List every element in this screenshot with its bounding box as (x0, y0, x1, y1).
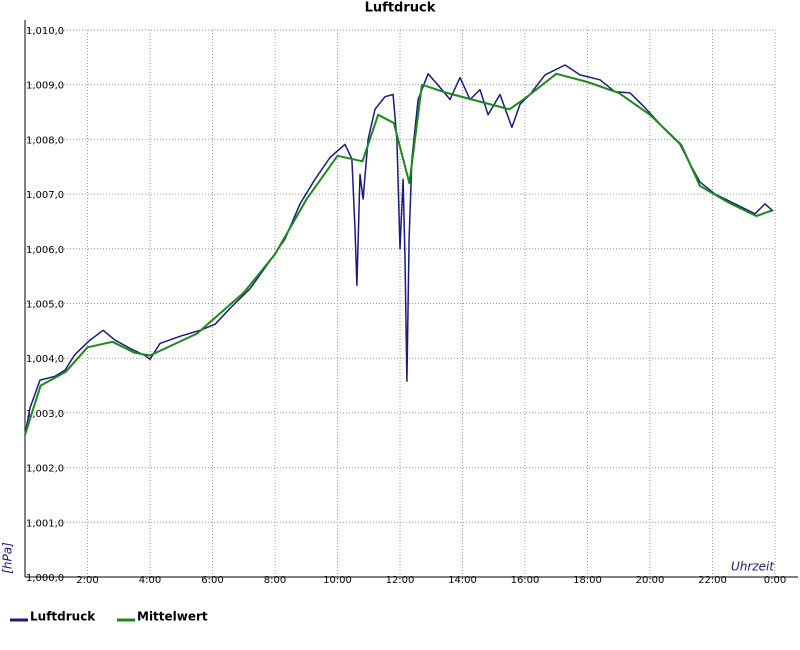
y-axis-label: [hPa] (1, 542, 15, 574)
x-tick-label: 16:00 (511, 575, 540, 586)
legend-label: Mittelwert (137, 610, 208, 624)
x-tick-label: 12:00 (386, 575, 415, 586)
y-tick-label: 1,007,0 (26, 190, 64, 201)
x-tick-label: 0:00 (764, 575, 786, 586)
y-tick-label: 1,003,0 (26, 409, 64, 420)
x-tick-label: 8:00 (264, 575, 286, 586)
data-line (24, 64, 774, 435)
data-line (24, 72, 773, 436)
x-tick-label: 6:00 (201, 575, 223, 586)
y-tick-label: 1,000,0 (26, 573, 64, 584)
x-tick-label: 10:00 (323, 575, 352, 586)
y-tick-label: 1,009,0 (26, 81, 64, 92)
x-tick-label: 22:00 (698, 575, 727, 586)
legend-label: Luftdruck (30, 610, 96, 624)
x-tick-label: 18:00 (573, 575, 602, 586)
y-tick-label: 1,005,0 (26, 300, 64, 311)
y-tick-label: 1,008,0 (26, 135, 64, 146)
y-tick-label: 1,001,0 (26, 518, 64, 529)
x-axis-label: Uhrzeit (731, 560, 775, 574)
chart-title: Luftdruck (365, 1, 436, 16)
x-tick-label: 14:00 (448, 575, 477, 586)
y-tick-label: 1,004,0 (26, 354, 64, 365)
y-tick-label: 1,006,0 (26, 245, 64, 256)
y-tick-label: 1,010,0 (26, 26, 64, 37)
x-tick-label: 4:00 (139, 575, 161, 586)
y-tick-label: 1,002,0 (26, 464, 64, 475)
x-tick-label: 2:00 (76, 575, 98, 586)
x-tick-label: 20:00 (636, 575, 665, 586)
